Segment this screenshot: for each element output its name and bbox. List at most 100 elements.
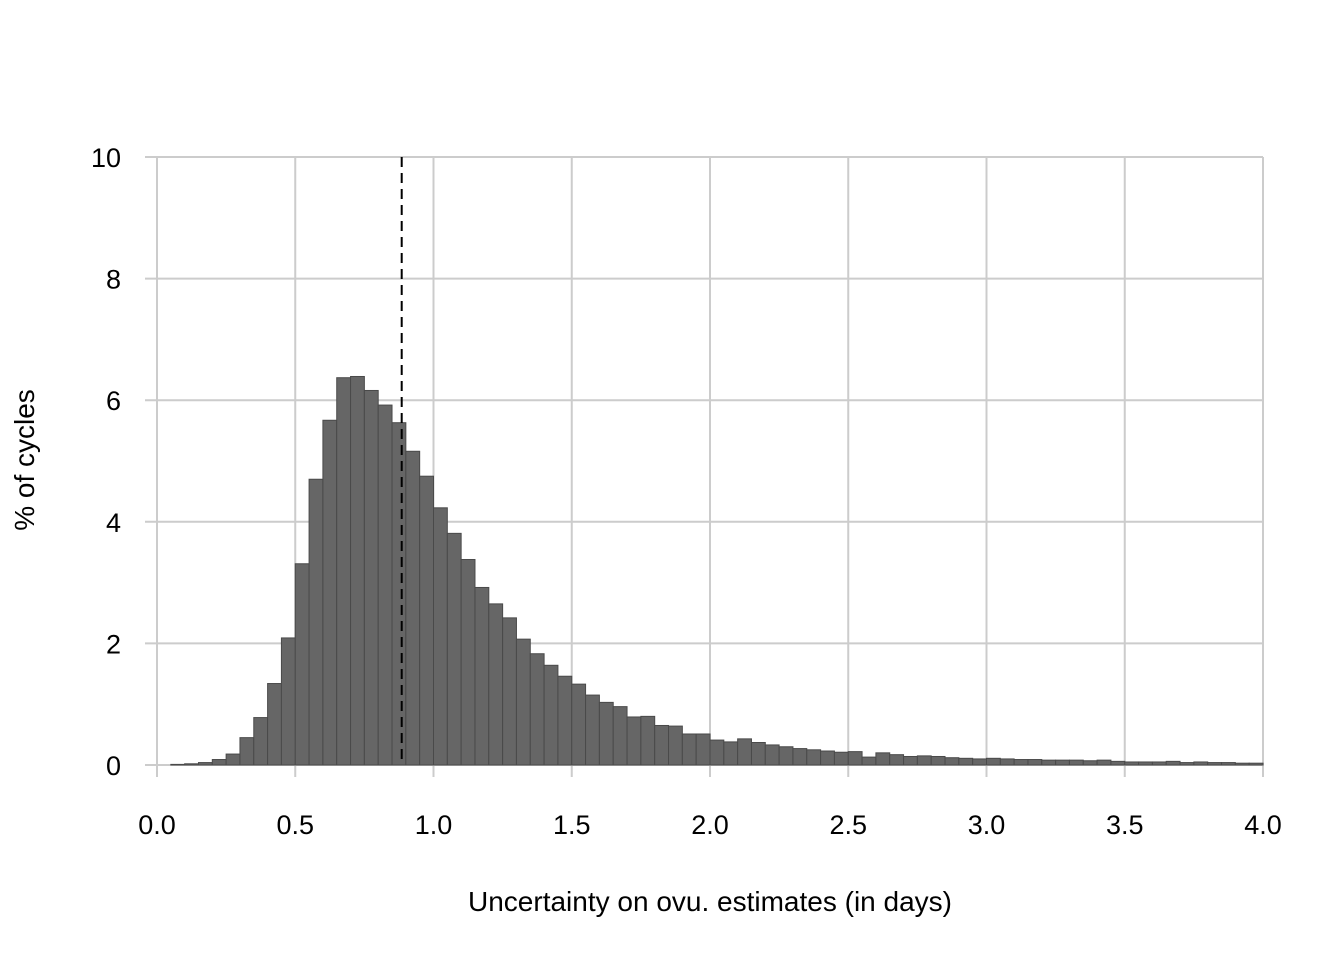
histogram-bar <box>184 763 199 766</box>
x-axis-title: Uncertainty on ovu. estimates (in days) <box>468 886 952 917</box>
histogram-bar <box>847 751 863 766</box>
x-tick-label: 0.0 <box>138 810 176 840</box>
histogram-bar <box>820 750 835 766</box>
histogram-bar <box>681 733 697 766</box>
histogram-bar <box>612 706 628 766</box>
histogram-bars <box>170 375 1264 766</box>
histogram-bar <box>280 637 296 766</box>
histogram-bar <box>1165 760 1181 766</box>
histogram-bar <box>668 725 683 766</box>
histogram-bar <box>598 701 614 766</box>
x-axis-ticks: 0.0 0.5 1.0 1.5 2.0 2.5 3.0 3.5 4.0 <box>138 810 1282 840</box>
histogram-bar <box>1013 759 1029 766</box>
histogram-bar <box>972 758 987 766</box>
histogram-bar <box>474 586 490 766</box>
histogram-bar <box>446 532 462 766</box>
histogram-bar <box>460 558 476 766</box>
histogram-bar <box>405 450 421 766</box>
histogram-bar <box>1041 759 1057 766</box>
histogram-bar <box>1248 762 1264 766</box>
histogram-bar <box>502 617 517 766</box>
histogram-bar <box>944 757 960 766</box>
histogram-bar <box>571 683 587 766</box>
x-tick-label: 2.0 <box>691 810 729 840</box>
histogram-bar <box>723 741 739 766</box>
histogram-bar <box>239 737 255 766</box>
histogram-bar <box>986 757 1001 766</box>
histogram-bar <box>211 759 227 766</box>
histogram-bar <box>488 603 504 766</box>
y-tick-label: 6 <box>106 386 121 416</box>
histogram-bar <box>1027 759 1043 766</box>
histogram-bar <box>903 755 918 766</box>
y-tick-label: 2 <box>106 629 121 659</box>
histogram-bar <box>308 478 324 766</box>
histogram-bar <box>750 742 766 766</box>
histogram-bar <box>640 715 656 766</box>
histogram-bar <box>626 716 642 766</box>
histogram-bar <box>543 664 559 766</box>
x-tick-label: 3.5 <box>1106 810 1144 840</box>
x-tick-label: 2.5 <box>829 810 867 840</box>
y-axis-title: % of cycles <box>9 389 40 531</box>
y-tick-label: 0 <box>106 751 121 781</box>
histogram-bar <box>585 694 600 766</box>
histogram-bar <box>1082 760 1098 766</box>
histogram-bar <box>1068 759 1084 766</box>
histogram-bar <box>267 683 282 766</box>
histogram-bar <box>764 744 780 766</box>
y-tick-label: 10 <box>91 143 121 173</box>
y-tick-label: 8 <box>106 265 121 295</box>
x-tick-label: 3.0 <box>968 810 1006 840</box>
y-tick-label: 4 <box>106 508 121 538</box>
histogram-bar <box>197 762 213 766</box>
histogram-bar <box>999 758 1015 766</box>
histogram-bar <box>1138 761 1153 766</box>
histogram-bar <box>958 757 974 766</box>
histogram-bar <box>1207 762 1223 766</box>
x-tick-label: 1.5 <box>553 810 591 840</box>
histogram-bar <box>1124 761 1140 766</box>
histogram-bar <box>557 675 573 766</box>
histogram-bar <box>778 746 794 766</box>
histogram-bar <box>1151 761 1167 766</box>
histogram-bar <box>930 755 946 766</box>
histogram-bar <box>433 507 448 766</box>
histogram-bar <box>225 753 241 766</box>
histogram-bar <box>1110 760 1126 766</box>
histogram-bar <box>833 751 849 766</box>
histogram-bar <box>1193 761 1209 766</box>
x-tick-label: 4.0 <box>1244 810 1282 840</box>
histogram-bar <box>737 738 752 766</box>
x-tick-label: 0.5 <box>276 810 314 840</box>
histogram-bar <box>916 755 932 766</box>
histogram-bar <box>1096 759 1112 766</box>
histogram-bar <box>350 375 365 766</box>
histogram-bar <box>875 752 891 766</box>
histogram-bar <box>695 733 711 766</box>
histogram-bar <box>322 419 338 766</box>
histogram-bar <box>419 475 434 766</box>
y-axis-ticks: 0 2 4 6 8 10 <box>91 143 121 781</box>
x-tick-label: 1.0 <box>415 810 453 840</box>
histogram-bar <box>363 389 379 766</box>
histogram-bar <box>1179 762 1195 766</box>
histogram-bar <box>792 748 808 766</box>
histogram-bar <box>1055 759 1070 766</box>
histogram-bar <box>861 756 877 766</box>
histogram-bar <box>515 638 531 766</box>
histogram-bar <box>529 653 545 766</box>
histogram-bar <box>391 422 407 766</box>
histogram-bar <box>253 717 269 766</box>
histogram-bar <box>336 377 352 766</box>
histogram-bar <box>1221 762 1236 766</box>
histogram-bar <box>806 749 822 766</box>
histogram-bar <box>889 754 905 766</box>
histogram-bar <box>170 763 186 766</box>
histogram-bar <box>654 724 670 766</box>
histogram-bar <box>377 404 393 766</box>
histogram-bar <box>294 563 310 766</box>
histogram-bar <box>1234 762 1250 766</box>
histogram-bar <box>709 739 725 766</box>
